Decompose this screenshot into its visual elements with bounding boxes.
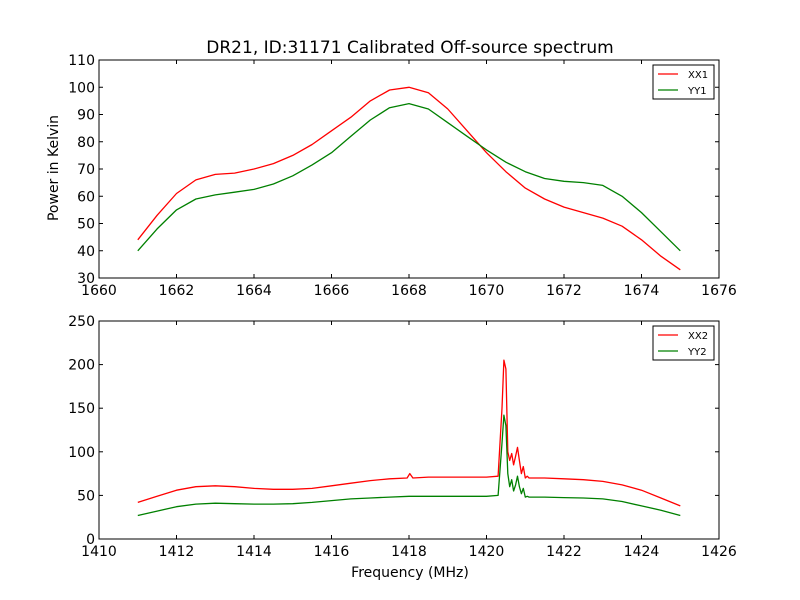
legend-box <box>652 64 715 100</box>
y-tick-label: 200 <box>68 358 95 374</box>
y-tick-label: 80 <box>77 135 95 151</box>
y-tick-label: 100 <box>68 80 95 96</box>
x-tick-label: 1668 <box>391 283 427 299</box>
x-tick-label: 1422 <box>546 544 582 560</box>
x-axis-label: Frequency (MHz) <box>351 565 469 581</box>
x-tick-label: 1660 <box>81 283 117 299</box>
y-tick-label: 30 <box>77 271 95 287</box>
legend-label-xx1: XX1 <box>688 70 708 81</box>
top-panel: 1660 1662 1664 1666 1668 1670 1672 1674 1676 30 40… <box>68 53 737 299</box>
bottom-panel: 1410 1412 1414 1416 1418 1420 1422 1424 1426 0 50 1… <box>68 314 737 560</box>
legend-label-yy1: YY1 <box>687 86 707 97</box>
x-tick-label: 1418 <box>391 544 427 560</box>
x-tick-label: 1426 <box>701 544 737 560</box>
legend-box <box>652 325 715 361</box>
x-tick-label: 1420 <box>469 544 505 560</box>
y-tick-label: 250 <box>68 314 95 330</box>
series-line-xx1 <box>137 86 681 271</box>
series-line-xx2 <box>137 359 681 507</box>
y-tick-label: 110 <box>68 53 95 69</box>
y-tick-label: 100 <box>68 445 95 461</box>
y-tick-label: 50 <box>77 488 95 504</box>
series-line-yy2 <box>137 414 681 517</box>
series-line-yy1 <box>137 102 681 252</box>
legend-label-xx2: XX2 <box>688 331 708 342</box>
x-tick-label: 1412 <box>159 544 195 560</box>
x-tick-label: 1662 <box>159 283 195 299</box>
x-tick-label: 1414 <box>236 544 272 560</box>
x-tick-label: 1670 <box>469 283 505 299</box>
x-tick-label: 1416 <box>314 544 350 560</box>
x-tick-label: 1666 <box>314 283 350 299</box>
y-tick-label: 70 <box>77 162 95 178</box>
y-axis-label: Power in Kelvin <box>46 115 62 221</box>
x-tick-label: 1676 <box>701 283 737 299</box>
x-tick-label: 1674 <box>624 283 660 299</box>
x-tick-label: 1424 <box>624 544 660 560</box>
y-tick-label: 90 <box>77 108 95 124</box>
x-tick-label: 1672 <box>546 283 582 299</box>
y-tick-label: 0 <box>86 532 95 548</box>
x-tick-label: 1664 <box>236 283 272 299</box>
legend-label-yy2: YY2 <box>687 347 707 358</box>
figure-title: DR21, ID:31171 Calibrated Off-source spe… <box>206 38 613 58</box>
y-tick-label: 40 <box>77 244 95 260</box>
y-tick-label: 150 <box>68 401 95 417</box>
x-tick-label: 1410 <box>81 544 117 560</box>
y-tick-label: 60 <box>77 189 95 205</box>
y-tick-label: 50 <box>77 217 95 233</box>
